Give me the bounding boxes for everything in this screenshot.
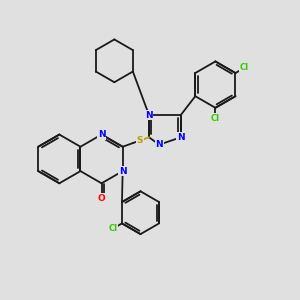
Text: N: N xyxy=(155,140,163,149)
Text: N: N xyxy=(145,111,153,120)
Text: N: N xyxy=(98,130,105,139)
Text: N: N xyxy=(177,133,184,142)
Text: O: O xyxy=(98,194,105,203)
Text: N: N xyxy=(119,167,127,176)
Text: Cl: Cl xyxy=(211,114,220,123)
Text: Cl: Cl xyxy=(108,224,118,233)
Text: Cl: Cl xyxy=(240,63,249,72)
Text: S: S xyxy=(136,136,143,145)
